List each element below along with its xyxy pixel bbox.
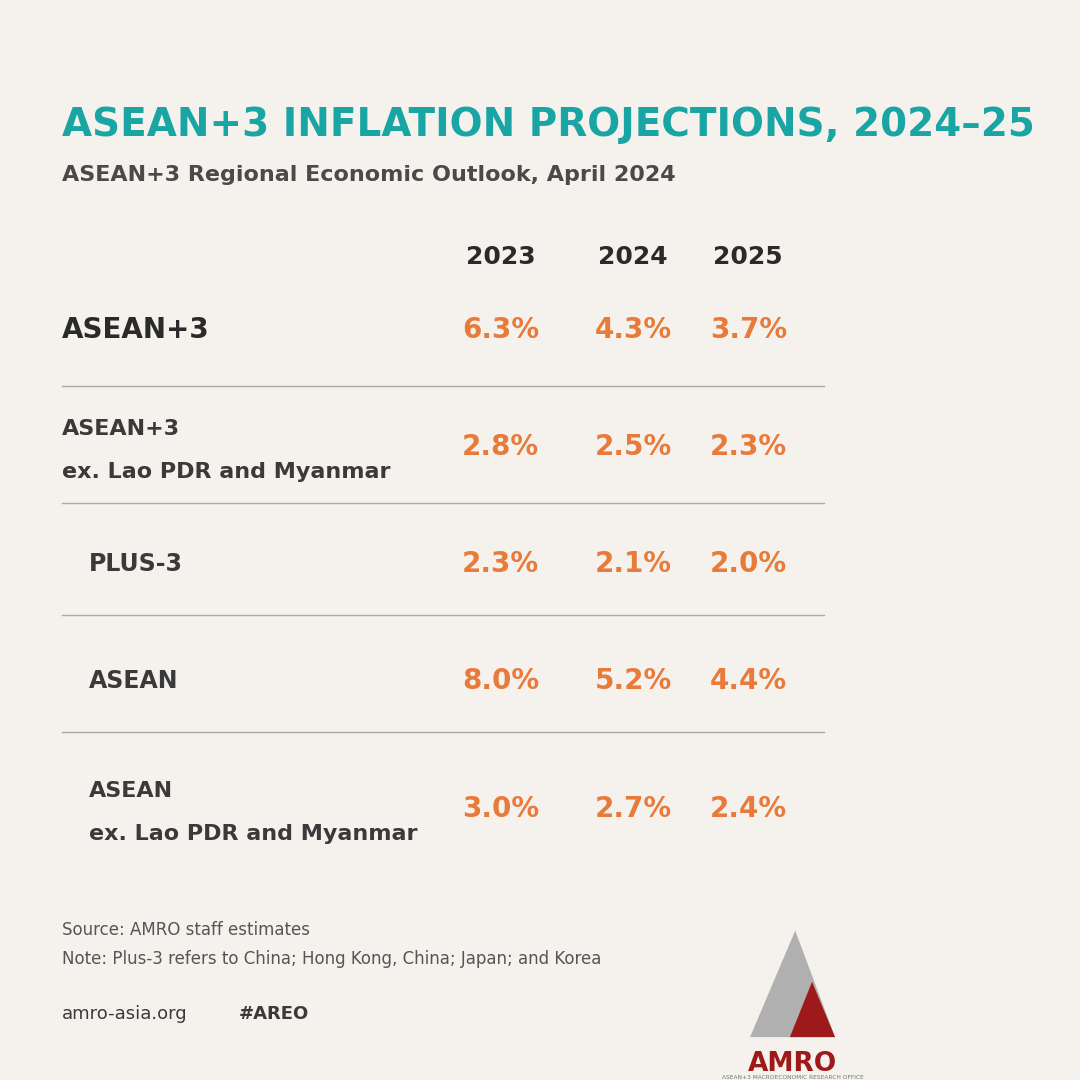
Text: Note: Plus-3 refers to China; Hong Kong, China; Japan; and Korea: Note: Plus-3 refers to China; Hong Kong,… [62,949,602,968]
Text: #AREO: #AREO [239,1004,309,1023]
Text: ASEAN+3 Regional Economic Outlook, April 2024: ASEAN+3 Regional Economic Outlook, April… [62,165,676,185]
Text: 2024: 2024 [598,245,667,269]
Text: 2.1%: 2.1% [595,551,672,579]
Text: PLUS-3: PLUS-3 [89,552,183,577]
Text: 2.8%: 2.8% [462,433,539,461]
Text: 8.0%: 8.0% [462,667,539,696]
Text: ASEAN+3 MACROECONOMIC RESEARCH OFFICE: ASEAN+3 MACROECONOMIC RESEARCH OFFICE [721,1076,863,1080]
Text: 4.3%: 4.3% [595,316,672,345]
Text: amro-asia.org: amro-asia.org [62,1004,188,1023]
Polygon shape [789,982,835,1037]
Text: 2023: 2023 [465,245,535,269]
Text: ASEAN+3 INFLATION PROJECTIONS, 2024–25: ASEAN+3 INFLATION PROJECTIONS, 2024–25 [62,107,1035,145]
Text: 2.3%: 2.3% [710,433,787,461]
Text: Source: AMRO staff estimates: Source: AMRO staff estimates [62,921,310,940]
Text: ex. Lao PDR and Myanmar: ex. Lao PDR and Myanmar [89,824,417,843]
Text: 2.0%: 2.0% [710,551,787,579]
Text: 2.7%: 2.7% [595,795,672,823]
Text: ASEAN+3: ASEAN+3 [62,316,210,345]
Text: 3.7%: 3.7% [710,316,787,345]
Text: AMRO: AMRO [748,1051,837,1077]
Text: ASEAN: ASEAN [89,781,173,801]
Text: 2.3%: 2.3% [462,551,539,579]
Text: 5.2%: 5.2% [594,667,672,696]
Text: 2.4%: 2.4% [710,795,787,823]
Text: 2.5%: 2.5% [594,433,672,461]
Text: 2025: 2025 [714,245,783,269]
Polygon shape [750,931,835,1037]
Text: ASEAN: ASEAN [89,670,178,693]
Text: 6.3%: 6.3% [462,316,539,345]
Text: 4.4%: 4.4% [710,667,787,696]
Text: ex. Lao PDR and Myanmar: ex. Lao PDR and Myanmar [62,462,391,482]
Text: ASEAN+3: ASEAN+3 [62,419,180,440]
Text: 3.0%: 3.0% [462,795,539,823]
